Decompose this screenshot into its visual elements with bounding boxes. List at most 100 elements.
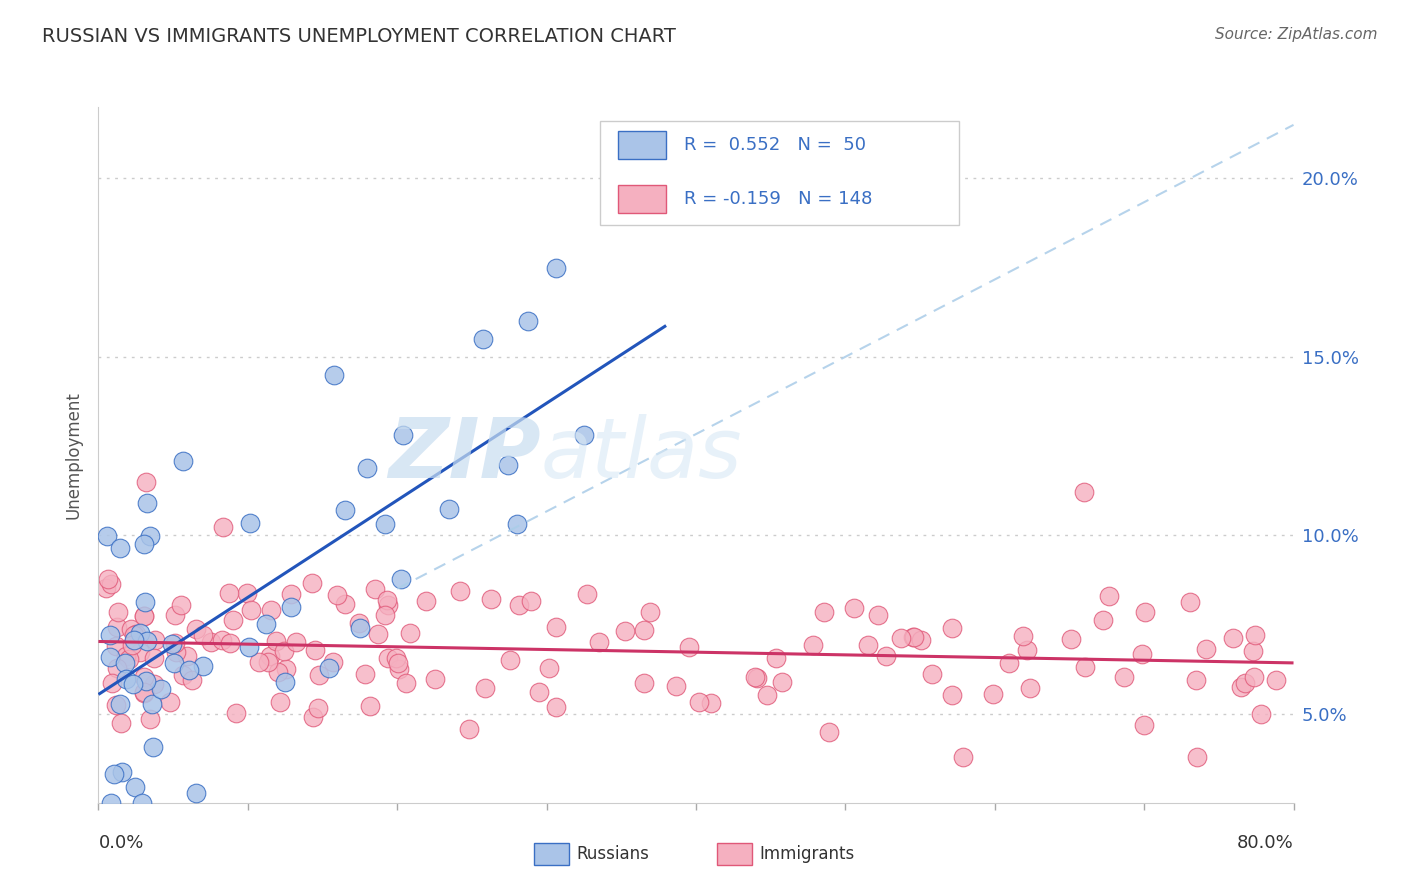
Point [544, 700, 567, 714]
Point [191, 628, 214, 642]
Point [1233, 676, 1256, 690]
Point [218, 586, 240, 600]
Point [131, 796, 153, 810]
Point [219, 636, 242, 650]
Point [374, 608, 396, 623]
Point [1243, 670, 1265, 684]
Point [866, 608, 889, 623]
Point [903, 630, 925, 644]
Point [333, 503, 356, 517]
Point [170, 599, 193, 613]
Point [276, 662, 298, 676]
Point [142, 740, 165, 755]
Point [1185, 673, 1208, 687]
Point [770, 675, 793, 690]
FancyBboxPatch shape [619, 131, 666, 159]
Point [941, 621, 963, 635]
Point [356, 461, 378, 475]
Point [375, 592, 398, 607]
Point [1073, 485, 1095, 500]
Point [143, 651, 166, 665]
Point [114, 656, 136, 670]
Point [875, 649, 897, 664]
Point [115, 672, 138, 686]
Point [449, 584, 471, 599]
Point [941, 688, 963, 702]
Point [100, 576, 122, 591]
Point [322, 655, 344, 669]
Point [981, 687, 1004, 701]
Text: R = -0.159   N = 148: R = -0.159 N = 148 [685, 190, 872, 208]
Point [367, 627, 389, 641]
Point [765, 651, 787, 665]
Point [801, 638, 824, 652]
Text: R =  0.552   N =  50: R = 0.552 N = 50 [685, 136, 866, 154]
Point [385, 651, 408, 665]
Point [225, 706, 247, 720]
Point [280, 600, 302, 615]
Point [184, 623, 207, 637]
Point [353, 667, 375, 681]
Point [1092, 613, 1115, 627]
Point [496, 458, 519, 472]
Point [423, 672, 446, 686]
Point [890, 631, 912, 645]
Point [181, 673, 204, 688]
Point [1250, 707, 1272, 722]
Point [105, 698, 128, 712]
Point [139, 712, 162, 726]
Point [254, 617, 277, 632]
Point [135, 475, 157, 489]
Point [1018, 681, 1040, 695]
Point [122, 628, 145, 642]
Point [143, 676, 166, 690]
Text: ZIP: ZIP [388, 415, 540, 495]
Point [238, 640, 260, 655]
Point [121, 638, 143, 652]
Point [1098, 589, 1121, 603]
Point [395, 676, 418, 690]
Point [114, 648, 136, 663]
Point [160, 637, 183, 651]
Point [1015, 642, 1038, 657]
Point [269, 695, 291, 709]
Point [110, 697, 132, 711]
Point [813, 605, 835, 619]
Point [301, 575, 323, 590]
Y-axis label: Unemployment: Unemployment [65, 391, 83, 519]
Point [107, 606, 129, 620]
Point [572, 427, 595, 442]
Point [236, 585, 259, 599]
Point [544, 260, 567, 275]
Point [699, 696, 721, 710]
Point [755, 689, 778, 703]
Point [94, 582, 117, 596]
Point [364, 582, 387, 596]
Point [479, 592, 502, 607]
Point [172, 454, 194, 468]
Point [373, 516, 395, 531]
Point [186, 786, 208, 800]
Point [633, 676, 655, 690]
Point [165, 636, 187, 650]
Point [520, 594, 543, 608]
Point [377, 598, 399, 612]
Point [122, 633, 145, 648]
Point [415, 593, 437, 607]
Point [101, 676, 124, 690]
Point [260, 602, 283, 616]
Point [387, 656, 409, 670]
Text: Source: ZipAtlas.com: Source: ZipAtlas.com [1215, 27, 1378, 42]
Point [499, 653, 522, 667]
Point [633, 623, 655, 637]
FancyBboxPatch shape [600, 121, 959, 226]
Point [256, 655, 278, 669]
Point [177, 663, 200, 677]
Point [1180, 594, 1202, 608]
Point [105, 639, 128, 653]
Point [921, 667, 943, 681]
Point [614, 624, 637, 638]
Point [910, 632, 932, 647]
Point [159, 695, 181, 709]
Point [1132, 718, 1154, 732]
